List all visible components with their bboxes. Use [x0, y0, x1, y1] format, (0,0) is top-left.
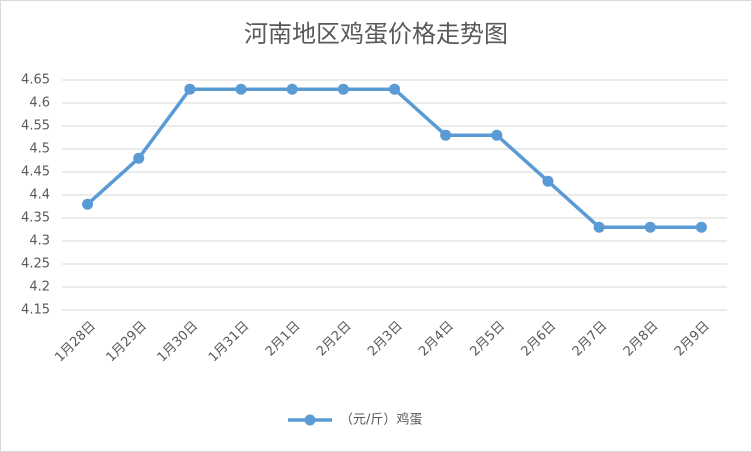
- y-tick-label: 4.35: [21, 211, 50, 226]
- data-point: [542, 175, 554, 187]
- data-point: [133, 152, 145, 164]
- y-tick-label: 4.6: [29, 96, 50, 111]
- data-point: [235, 83, 247, 95]
- data-point: [82, 198, 94, 210]
- data-point: [644, 221, 656, 233]
- data-point: [593, 221, 605, 233]
- y-tick-label: 4.65: [21, 73, 50, 88]
- y-tick-label: 4.55: [21, 119, 50, 134]
- data-point: [695, 221, 707, 233]
- legend-label: （元/斤）鸡蛋: [340, 412, 422, 428]
- y-tick-label: 4.4: [29, 188, 50, 203]
- y-tick-label: 4.2: [29, 280, 50, 295]
- y-tick-label: 4.25: [21, 257, 50, 272]
- legend-marker: [304, 414, 316, 426]
- data-point: [440, 129, 452, 141]
- y-tick-label: 4.15: [21, 303, 50, 318]
- data-point: [491, 129, 503, 141]
- data-point: [184, 83, 196, 95]
- chart-title: 河南地区鸡蛋价格走势图: [244, 20, 508, 48]
- y-tick-label: 4.3: [29, 234, 50, 249]
- data-point: [286, 83, 298, 95]
- data-point: [337, 83, 349, 95]
- y-tick-label: 4.5: [29, 142, 50, 157]
- data-point: [389, 83, 400, 95]
- y-tick-label: 4.45: [21, 165, 50, 180]
